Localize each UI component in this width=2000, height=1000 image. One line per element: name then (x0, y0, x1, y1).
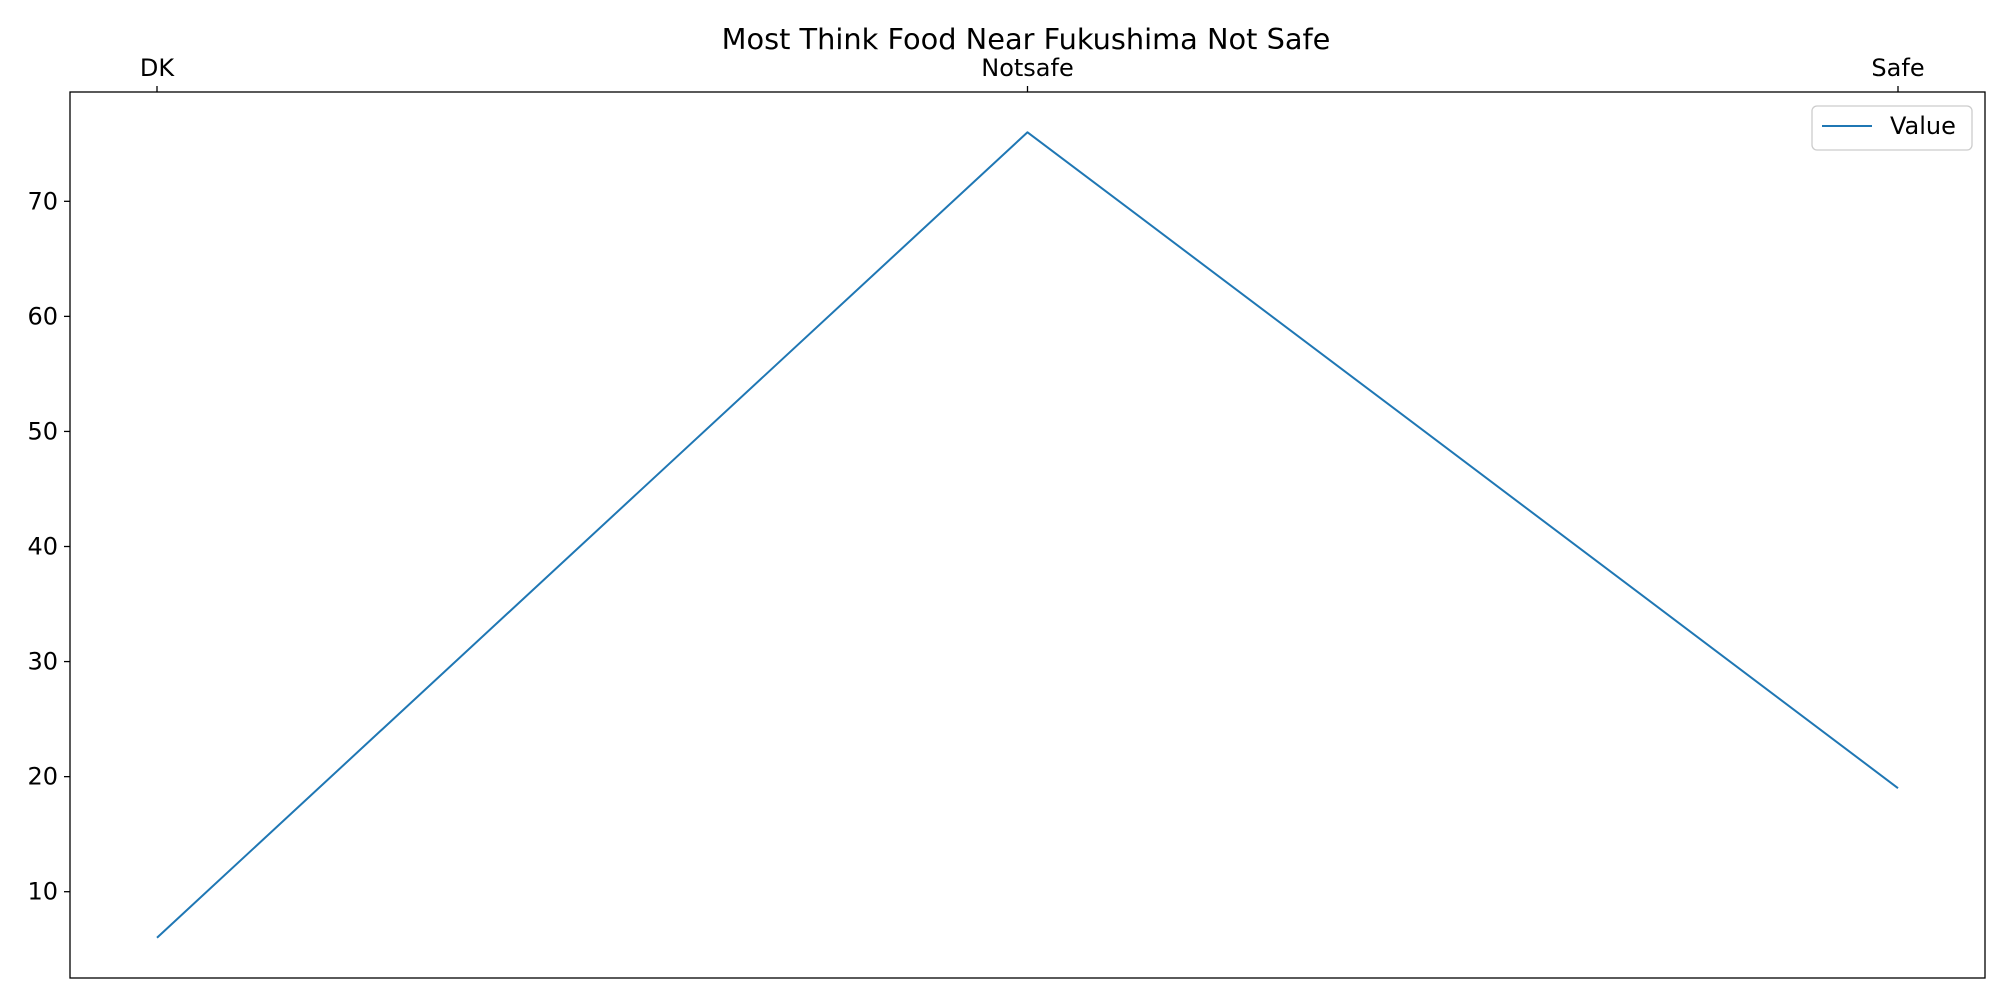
series-line-value (157, 132, 1898, 937)
legend: Value (1812, 106, 1972, 150)
legend-label-value: Value (1890, 112, 1956, 140)
x-tick-label-safe: Safe (1871, 54, 1924, 82)
y-tick-label-30: 30 (27, 648, 58, 676)
x-axis: DK Notsafe Safe (140, 54, 1925, 92)
x-tick-label-notsafe: Notsafe (981, 54, 1073, 82)
y-tick-label-40: 40 (27, 533, 58, 561)
y-tick-label-10: 10 (27, 878, 58, 906)
chart-title: Most Think Food Near Fukushima Not Safe (722, 22, 1331, 56)
y-tick-label-60: 60 (27, 302, 58, 330)
y-tick-label-50: 50 (27, 417, 58, 445)
x-tick-label-dk: DK (140, 54, 175, 82)
y-axis: 10 20 30 40 50 60 70 (27, 187, 70, 905)
plot-area-frame (70, 92, 1985, 978)
y-tick-label-70: 70 (27, 187, 58, 215)
series-layer (157, 132, 1898, 937)
y-tick-label-20: 20 (27, 763, 58, 791)
